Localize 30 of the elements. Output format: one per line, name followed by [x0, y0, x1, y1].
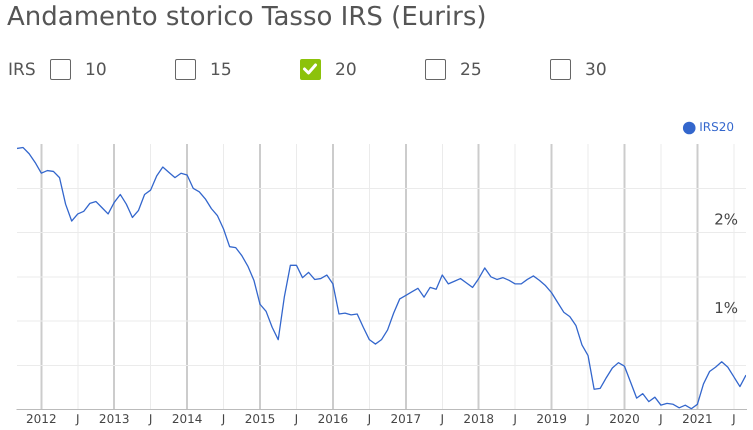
x-tick-label: 2017 — [390, 412, 422, 426]
x-tick-label: J — [585, 412, 590, 426]
x-tick-label: J — [439, 412, 444, 426]
x-tick-label: 2013 — [98, 412, 130, 426]
x-tick-label: J — [512, 412, 517, 426]
x-tick-label: 2019 — [536, 412, 567, 426]
x-tick-label: 2015 — [244, 412, 276, 426]
legend-label: IRS20 — [699, 120, 734, 134]
chart-title: Andamento storico Tasso IRS (Eurirs) — [7, 2, 487, 32]
text: 10 — [85, 59, 107, 82]
x-tick-label: 2012 — [26, 412, 57, 426]
text: IRS — [8, 59, 36, 82]
x-tick-label: J — [294, 412, 298, 426]
x-tick-label: 2014 — [172, 412, 202, 426]
x-tick-label: 2021 — [682, 412, 713, 426]
text: 20 — [335, 59, 357, 82]
x-tick-label: J — [366, 412, 372, 426]
x-tick-label: J — [658, 412, 663, 426]
text: 30 — [585, 59, 607, 82]
y-tick-label: 2% — [714, 210, 738, 228]
x-tick-label: J — [74, 412, 80, 426]
x-tick-label: 2020 — [609, 412, 640, 426]
x-tick-label: J — [731, 412, 736, 426]
x-tick-label: J — [148, 412, 152, 426]
x-tick-label: J — [220, 412, 226, 426]
x-tick-label: 2016 — [318, 412, 348, 426]
text: 25 — [460, 59, 482, 82]
x-tick-label: 2018 — [463, 412, 494, 426]
y-tick-label: 1% — [714, 298, 738, 317]
text: 15 — [210, 59, 232, 82]
